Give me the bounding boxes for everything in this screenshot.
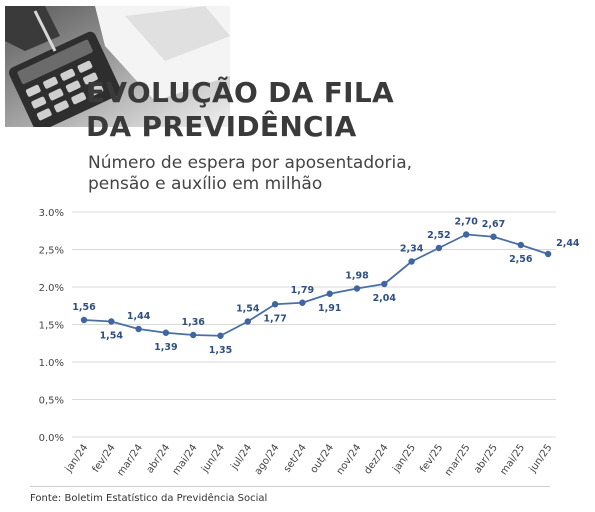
chart-title-line-2: DA PREVIDÊNCIA: [86, 110, 357, 143]
chart-subtitle: Número de espera por aposentadoria, pens…: [88, 153, 412, 195]
data-point: [544, 250, 552, 258]
data-point: [135, 325, 142, 333]
data-label: 1,54: [100, 331, 124, 342]
x-tick-label: ago/24: [253, 442, 282, 477]
y-tick-label: 2.0%: [39, 283, 64, 294]
data-label: 1,39: [154, 342, 177, 353]
data-label: 2,04: [373, 293, 397, 304]
y-tick-label: 0,5%: [39, 396, 64, 407]
y-tick-label: 1,5%: [39, 321, 64, 332]
data-label: 1,54: [236, 304, 260, 315]
data-label: 1,56: [72, 302, 96, 313]
data-point: [463, 231, 470, 238]
header-photo-calculator: [5, 6, 230, 127]
series-line: [83, 233, 549, 337]
data-label: 2,52: [427, 230, 450, 241]
data-point: [490, 233, 497, 240]
calculator-photo-illustration: [5, 6, 230, 127]
x-tick-label: jan/24: [63, 442, 91, 475]
footer-divider: [30, 486, 550, 487]
data-point: [381, 280, 388, 288]
source-note: Fonte: Boletim Estatístico da Previdênci…: [30, 493, 268, 504]
data-point: [517, 241, 524, 249]
x-tick-label: abr/25: [472, 442, 500, 475]
data-point: [217, 332, 224, 339]
x-tick-label: nov/24: [335, 442, 364, 477]
x-tick-label: abr/24: [145, 442, 173, 475]
data-point: [408, 258, 415, 265]
data-label: 2,56: [509, 254, 533, 265]
data-label: 1,79: [291, 285, 314, 296]
x-tick-label: set/24: [282, 442, 309, 474]
y-tick-label: 3.0%: [39, 208, 64, 219]
data-point: [108, 318, 115, 325]
data-point: [271, 301, 279, 308]
data-point: [244, 318, 251, 325]
x-tick-label: out/24: [309, 442, 337, 475]
data-point: [435, 244, 443, 252]
data-label: 2,34: [400, 244, 424, 255]
data-point: [353, 285, 361, 292]
series-line-path: [83, 233, 549, 337]
chart-title: EVOLUÇÃO DA FILA DA PREVIDÊNCIA: [86, 76, 394, 144]
x-tick-label: jul/24: [229, 442, 255, 472]
data-label: 2,44: [556, 238, 580, 249]
data-point: [80, 316, 88, 324]
grid-lines: [72, 211, 556, 438]
data-label: 1,36: [181, 317, 205, 328]
chart-title-line-1: EVOLUÇÃO DA FILA: [86, 76, 394, 109]
data-labels: 1,561,541,441,391,361,351,541,771,791,91…: [72, 217, 580, 356]
data-points: [80, 231, 552, 339]
y-axis-ticks: 0.0% 0,5% 1.0% 1,5% 2.0% 2,5% 3.0%: [39, 208, 64, 444]
data-point: [190, 331, 197, 339]
data-point: [326, 290, 333, 297]
y-tick-label: 1.0%: [39, 358, 64, 369]
y-tick-label: 2,5%: [39, 246, 64, 257]
data-label: 1,35: [209, 345, 232, 356]
x-tick-label: fev/25: [418, 442, 445, 474]
x-tick-label: mai/24: [171, 442, 200, 477]
data-label: 2,67: [482, 219, 505, 230]
x-tick-label: mai/25: [498, 442, 527, 477]
chart-subtitle-line-2: pensão e auxílio em milhão: [88, 174, 323, 194]
data-label: 1,98: [345, 271, 369, 282]
chart-subtitle-line-1: Número de espera por aposentadoria,: [88, 153, 413, 173]
x-tick-label: mar/24: [115, 442, 145, 478]
x-tick-label: mar/25: [443, 442, 473, 478]
x-tick-label: jan/25: [390, 442, 418, 475]
x-tick-label: jun/24: [199, 442, 227, 475]
x-tick-label: fev/24: [91, 442, 118, 474]
y-tick-label: 0.0%: [39, 433, 64, 444]
x-tick-label: jun/25: [527, 442, 555, 475]
line-chart: 0.0%0,5%1.0%1,5%2.0%2,5%3.0% jan/24 fev/2…: [39, 208, 580, 478]
data-point: [299, 299, 306, 306]
data-point: [162, 329, 170, 336]
data-label: 1,77: [263, 313, 286, 324]
data-label: 2,70: [454, 217, 478, 228]
x-tick-label: dez/24: [362, 442, 390, 476]
data-label: 1,44: [127, 311, 151, 322]
data-label: 1,91: [318, 303, 341, 314]
